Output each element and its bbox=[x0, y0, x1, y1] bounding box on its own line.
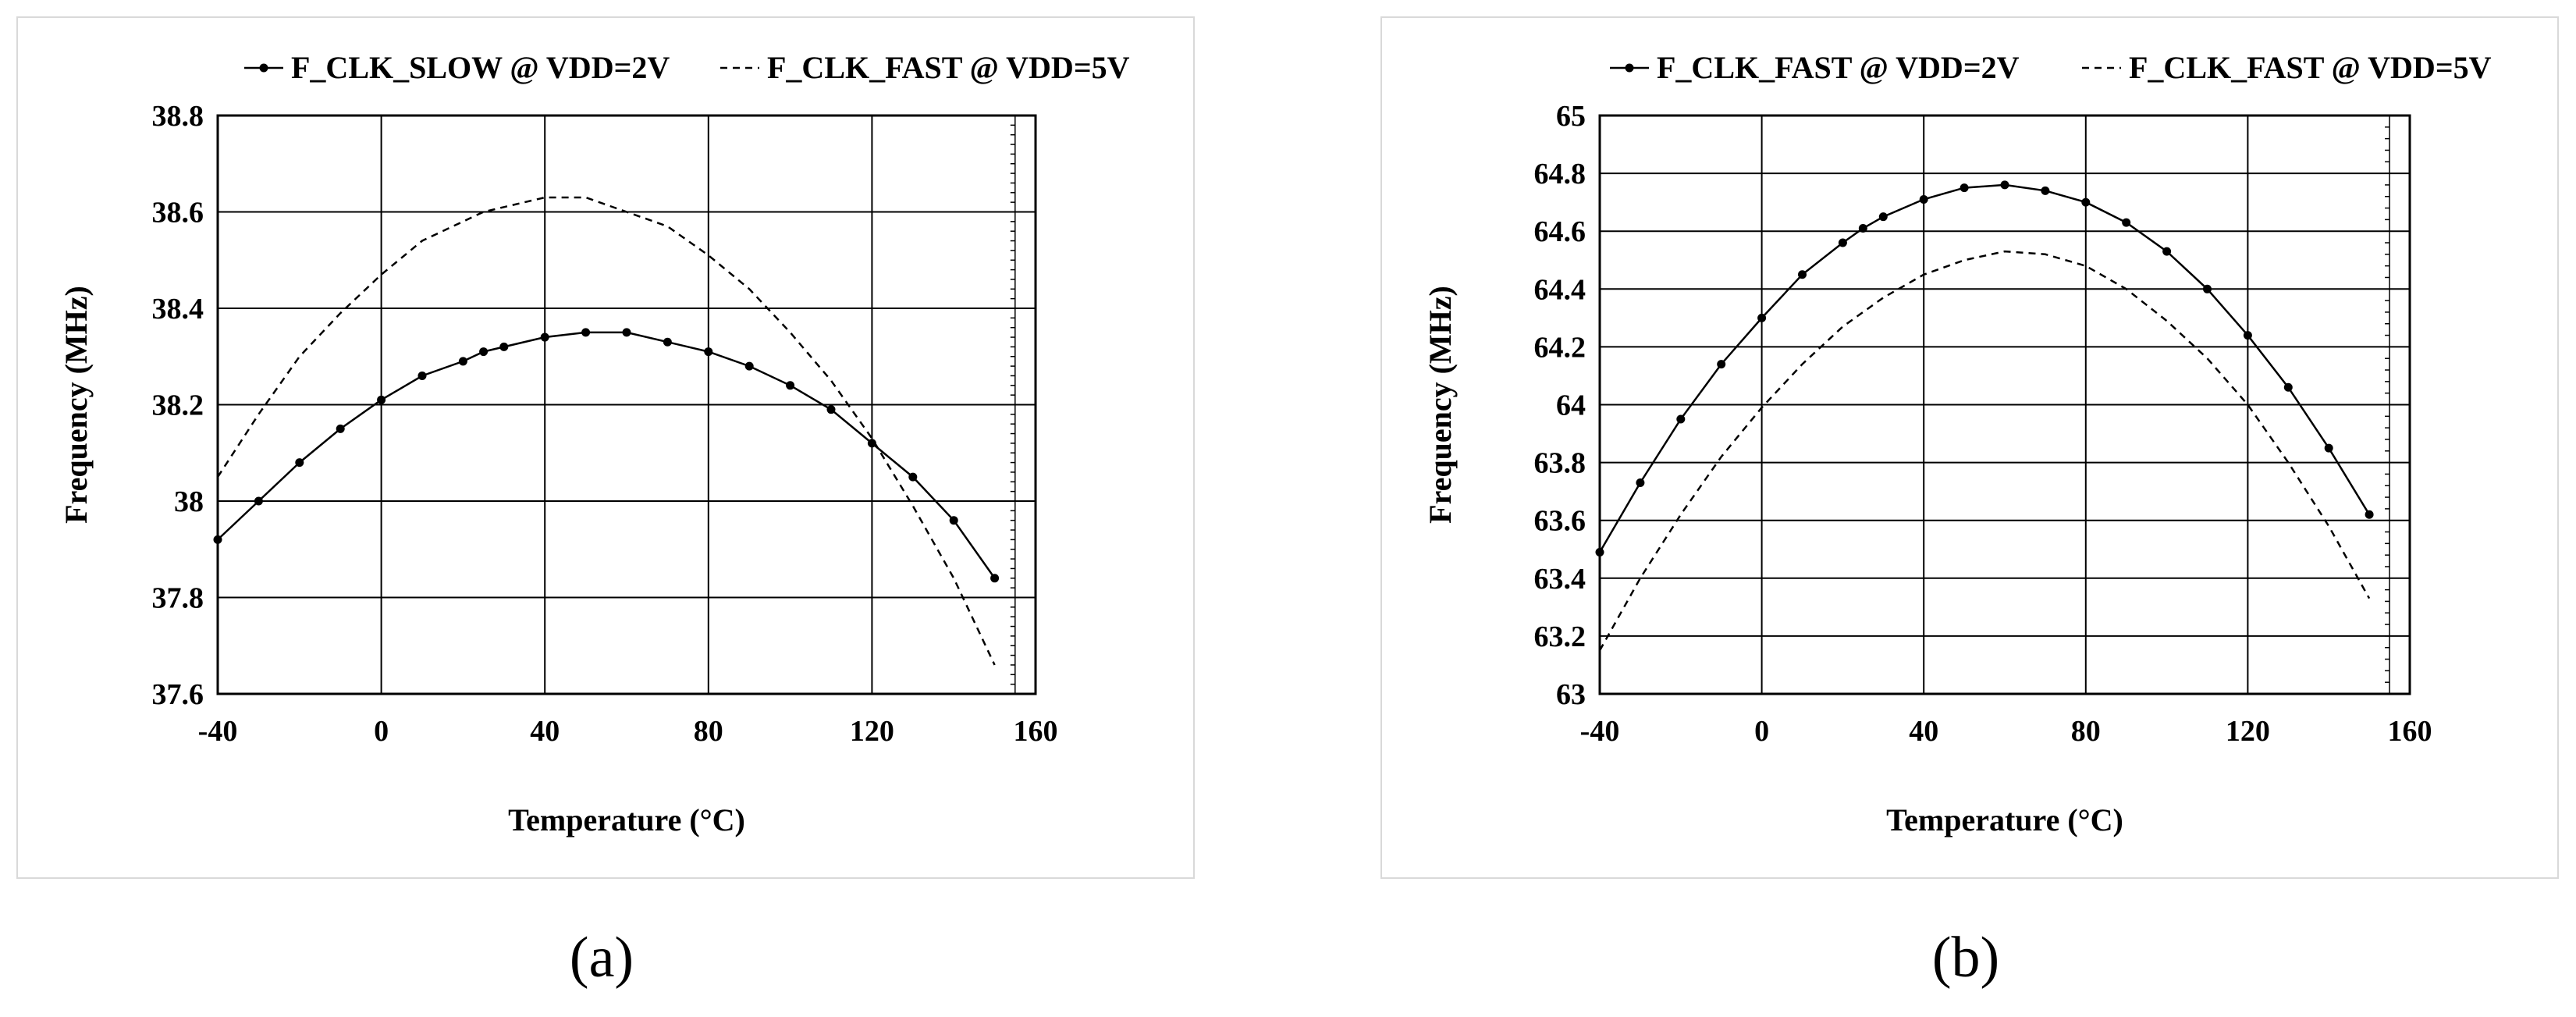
x-tick-label: 120 bbox=[850, 715, 894, 748]
data-point bbox=[2122, 218, 2131, 227]
x-tick-label: 80 bbox=[2071, 715, 2101, 748]
data-point bbox=[458, 357, 467, 366]
y-tick-label: 64.4 bbox=[1534, 273, 1586, 306]
chart-panel-b: -40 0 40 80 120 160 63 63.2 63.4 63.6 63.8 64 64.2 64… bbox=[1380, 16, 2559, 879]
x-tick-label: 40 bbox=[1909, 715, 1938, 748]
y-tick-label: 64 bbox=[1556, 389, 1586, 422]
data-point bbox=[1757, 313, 1767, 322]
y-tick-label: 37.8 bbox=[152, 582, 204, 615]
series-line bbox=[217, 331, 996, 579]
x-tick-label: 120 bbox=[2226, 715, 2270, 748]
data-point bbox=[1960, 183, 1969, 193]
legend-marker bbox=[1625, 63, 1634, 73]
data-point bbox=[1838, 238, 1847, 247]
data-point bbox=[744, 361, 754, 371]
series-line bbox=[216, 196, 996, 666]
x-tick-label: 0 bbox=[374, 715, 389, 748]
data-point bbox=[1595, 547, 1604, 557]
x-tick-label: -40 bbox=[198, 715, 238, 748]
y-tick-label: 37.6 bbox=[152, 678, 204, 711]
caption-a: (a) bbox=[569, 926, 634, 990]
y-axis-title: Frequency (MHz) bbox=[1423, 286, 1458, 524]
data-point bbox=[1858, 223, 1867, 233]
data-point bbox=[213, 535, 222, 544]
x-tick-label: -40 bbox=[1580, 715, 1620, 748]
x-tick-label: 0 bbox=[1754, 715, 1769, 748]
x-axis-title: Temperature (°C) bbox=[508, 802, 745, 837]
y-tick-label: 38.4 bbox=[152, 293, 204, 325]
chart-panel-a: -40 0 40 80 120 160 37.6 37.8 38 38.2 38.4 38.6 38.8… bbox=[16, 16, 1195, 879]
y-tick-label: 63.2 bbox=[1534, 621, 1586, 653]
data-point bbox=[417, 371, 427, 380]
data-point bbox=[479, 347, 489, 357]
data-point bbox=[1636, 478, 1645, 488]
data-point bbox=[786, 381, 795, 390]
y-tick-label: 64.2 bbox=[1534, 331, 1586, 364]
y-tick-label: 38.2 bbox=[152, 389, 204, 422]
chart-svg-b: -40 0 40 80 120 160 63 63.2 63.4 63.6 63.8 64 64.2 64… bbox=[1423, 50, 2492, 837]
data-point bbox=[377, 395, 386, 404]
y-axis-title: Frequency (MHz) bbox=[59, 286, 94, 524]
data-point bbox=[2162, 247, 2172, 256]
data-point bbox=[336, 424, 345, 433]
data-point bbox=[2203, 284, 2212, 293]
data-point bbox=[2283, 382, 2293, 392]
data-point bbox=[2081, 197, 2091, 207]
data-point bbox=[826, 405, 836, 414]
y-tick-label: 63.6 bbox=[1534, 505, 1586, 538]
caption-b: (b) bbox=[1931, 926, 2000, 990]
data-point bbox=[704, 347, 713, 357]
x-axis-title: Temperature (°C) bbox=[1886, 802, 2123, 837]
x-tick-label: 80 bbox=[694, 715, 723, 748]
y-tick-label: 38.6 bbox=[152, 197, 204, 229]
legend-label: F_CLK_FAST @ VDD=5V bbox=[2129, 50, 2492, 85]
data-point bbox=[990, 574, 1000, 583]
data-point bbox=[1717, 360, 1726, 369]
data-point bbox=[254, 496, 263, 506]
data-point bbox=[663, 337, 672, 347]
legend-label: F_CLK_SLOW @ VDD=2V bbox=[291, 50, 670, 85]
y-tick-label: 63.4 bbox=[1534, 563, 1586, 596]
legend-marker bbox=[259, 63, 268, 73]
x-tick-label: 160 bbox=[1014, 715, 1058, 748]
data-point bbox=[2000, 180, 2009, 190]
legend-label: F_CLK_FAST @ VDD=2V bbox=[1657, 50, 2020, 85]
y-tick-label: 63 bbox=[1556, 678, 1586, 711]
y-tick-label: 63.8 bbox=[1534, 447, 1586, 480]
data-point bbox=[949, 516, 958, 525]
y-tick-label: 64.8 bbox=[1534, 158, 1586, 190]
data-point bbox=[867, 439, 876, 448]
series-line bbox=[1598, 183, 2371, 553]
data-point bbox=[1878, 212, 1888, 222]
y-tick-label: 38.8 bbox=[152, 100, 204, 133]
legend-label: F_CLK_FAST @ VDD=5V bbox=[767, 50, 1130, 85]
data-point bbox=[908, 472, 918, 482]
data-point bbox=[1919, 194, 1928, 204]
data-point bbox=[1676, 414, 1686, 424]
y-tick-label: 65 bbox=[1556, 100, 1586, 133]
x-tick-label: 40 bbox=[530, 715, 560, 748]
data-point bbox=[1798, 270, 1807, 279]
y-tick-label: 64.6 bbox=[1534, 215, 1586, 248]
data-point bbox=[581, 328, 591, 337]
data-point bbox=[499, 342, 509, 351]
chart-svg-a: -40 0 40 80 120 160 37.6 37.8 38 38.2 38.4 38.6 38.8… bbox=[59, 50, 1130, 837]
y-tick-label: 38 bbox=[174, 485, 204, 518]
data-point bbox=[2243, 331, 2252, 340]
data-point bbox=[2324, 443, 2333, 453]
data-point bbox=[295, 458, 304, 468]
series-line bbox=[1598, 250, 2371, 652]
data-point bbox=[2041, 186, 2050, 195]
data-point bbox=[2365, 510, 2374, 519]
data-point bbox=[622, 328, 631, 337]
data-point bbox=[540, 332, 549, 342]
x-tick-label: 160 bbox=[2388, 715, 2432, 748]
